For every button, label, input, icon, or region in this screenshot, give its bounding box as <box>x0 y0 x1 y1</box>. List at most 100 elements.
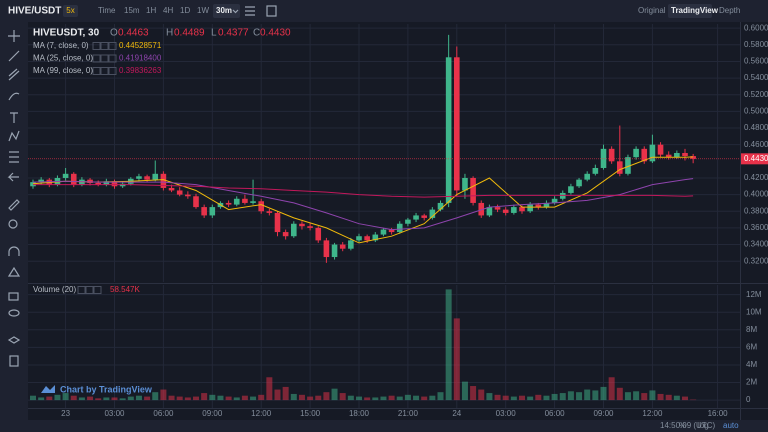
candle-body <box>168 187 175 191</box>
percent-toggle[interactable]: % <box>679 421 686 430</box>
legend-entry: MA (99, close, 0) <box>33 66 93 75</box>
candle-body <box>527 204 533 212</box>
candle-body <box>266 211 273 213</box>
x-tick-label: 03:00 <box>104 409 125 418</box>
watermark[interactable]: Chart by TradingView <box>60 384 153 394</box>
candle-body <box>470 177 476 203</box>
candle-body <box>674 153 680 158</box>
layers-tool[interactable] <box>7 336 21 344</box>
log-toggle[interactable]: log <box>698 421 709 430</box>
lock-tool[interactable] <box>8 292 19 301</box>
active-interval[interactable]: 30m <box>216 6 232 15</box>
y-tick-label: 0.5200 <box>744 90 768 99</box>
volume-bar <box>567 391 574 401</box>
volume-bar <box>127 396 134 401</box>
legend-button[interactable] <box>92 42 101 50</box>
view-tab[interactable]: Original <box>638 6 666 15</box>
legend-button[interactable] <box>100 67 109 75</box>
pair[interactable]: HIVE/USDT <box>8 6 61 17</box>
volume-bar <box>527 396 534 401</box>
candle-body <box>160 173 167 188</box>
legend-button[interactable] <box>108 54 117 63</box>
pattern-tool[interactable] <box>8 130 20 142</box>
magnet-tool[interactable] <box>8 246 20 256</box>
legend-button[interactable] <box>92 67 101 75</box>
ohlc-key: C <box>253 28 260 39</box>
volume-bar <box>551 393 558 401</box>
active-view-bg[interactable] <box>668 4 712 18</box>
interval[interactable]: 15m <box>124 6 140 15</box>
candle-body <box>380 229 387 235</box>
legend-button[interactable] <box>77 286 86 294</box>
volume-bar <box>70 395 77 401</box>
legend-button[interactable] <box>93 286 102 294</box>
legend-button[interactable] <box>108 67 117 75</box>
candle-body <box>535 204 542 208</box>
legend-button[interactable] <box>108 42 117 50</box>
volume-bar <box>307 396 314 401</box>
view-tab[interactable]: TradingView <box>671 6 719 15</box>
candle-body <box>486 207 493 216</box>
y-tick-label: 0.5800 <box>744 40 768 49</box>
position-tool[interactable] <box>9 151 19 163</box>
y-tick-label: 0.5400 <box>744 73 768 82</box>
dropdown-icon[interactable] <box>232 9 239 14</box>
candle-body <box>258 201 264 212</box>
visibility-tool[interactable] <box>8 309 20 317</box>
auto-toggle[interactable]: auto <box>723 421 739 430</box>
measure-tool[interactable] <box>8 199 20 211</box>
interval[interactable]: 1H <box>146 6 156 15</box>
view-tab[interactable]: Depth <box>719 6 740 15</box>
x-tick-label: 09:00 <box>593 409 614 418</box>
zoom-tool[interactable] <box>8 219 18 229</box>
back-tool[interactable] <box>7 172 19 182</box>
volume-bar <box>217 395 224 401</box>
candle-body <box>568 186 574 193</box>
interval[interactable]: 1W <box>197 6 209 15</box>
volume-bar <box>160 389 167 401</box>
bottom-bar <box>0 420 768 432</box>
volume-bar <box>135 395 142 401</box>
delete-tool[interactable] <box>9 355 19 367</box>
ohlc-key: L <box>211 28 217 39</box>
legend-button[interactable] <box>92 54 101 63</box>
volume-bar <box>388 395 395 401</box>
candle-body <box>315 227 322 241</box>
volume-bar <box>315 395 322 401</box>
legend-button[interactable] <box>85 286 94 294</box>
volume-bar <box>445 289 452 401</box>
leverage-badge[interactable] <box>63 5 78 17</box>
crosshair-tool[interactable] <box>8 30 20 42</box>
active-interval-bg[interactable] <box>213 4 240 18</box>
settings-icon[interactable] <box>266 5 277 17</box>
volume-bar <box>87 396 94 401</box>
stay-drawing-tool[interactable] <box>7 266 21 277</box>
indicators-icon[interactable] <box>245 6 255 16</box>
candle-body <box>201 207 207 216</box>
candle-body <box>454 57 460 191</box>
volume-bar <box>616 387 623 401</box>
fib-tool[interactable] <box>8 68 20 81</box>
brush-tool[interactable] <box>8 92 20 101</box>
volume-bar <box>168 395 175 401</box>
interval[interactable]: 4H <box>163 6 173 15</box>
legend-button[interactable] <box>100 42 109 50</box>
leverage[interactable]: 5x <box>66 6 74 15</box>
ohlc-value: 0.4489 <box>174 28 205 39</box>
x-tick-label: 15:00 <box>300 409 321 418</box>
candle-body <box>592 167 599 174</box>
x-tick-label: 16:00 <box>708 409 729 418</box>
x-tick-label: 18:00 <box>349 409 370 418</box>
volume-bar <box>429 395 436 401</box>
volume-bar <box>266 377 273 401</box>
interval[interactable]: Time <box>98 6 116 15</box>
legend-button[interactable] <box>100 54 109 63</box>
volume-bar <box>323 392 330 401</box>
candle-body <box>665 154 672 158</box>
volume-bar <box>486 393 493 401</box>
trendline-tool[interactable] <box>8 50 20 62</box>
volume-bar <box>258 394 265 401</box>
text-tool[interactable] <box>10 112 18 123</box>
interval[interactable]: 1D <box>180 6 190 15</box>
